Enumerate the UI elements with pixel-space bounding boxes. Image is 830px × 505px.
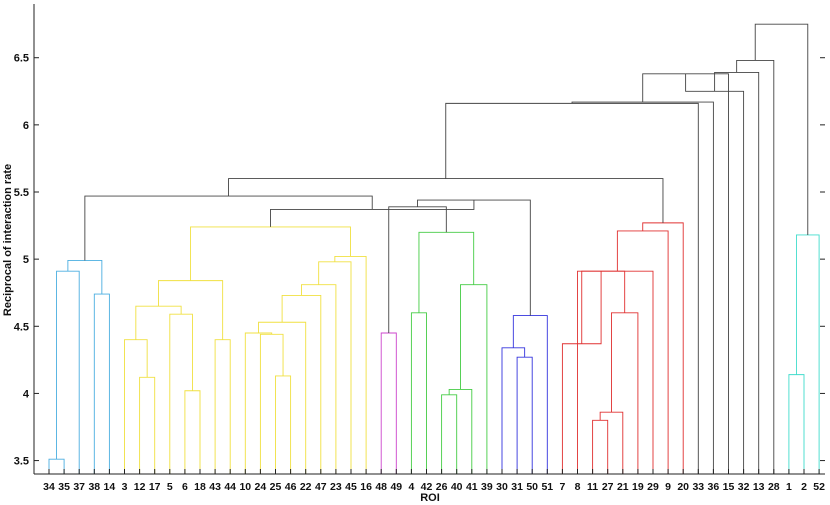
link-m47-m49	[754, 23, 809, 235]
leaf-label-49: 49	[390, 481, 402, 493]
link-m3-m31	[84, 195, 373, 261]
leaf-label-35: 35	[58, 481, 70, 493]
leaf-label-14: 14	[104, 481, 116, 493]
leaf-label-52: 52	[813, 481, 825, 493]
leaf-label-2: 2	[801, 481, 807, 493]
x-axis-leaf-labels: 34 35 37 38 14 3 12 17 5 6 18 43 44 10 24 25 46 22 47 23 45 1…	[43, 481, 825, 493]
leaf-label-18: 18	[194, 481, 206, 493]
leaf-label-12: 12	[134, 481, 146, 493]
leaf-label-8: 8	[575, 481, 581, 493]
link-m37-29	[581, 270, 654, 474]
leaf-label-33: 33	[692, 481, 704, 493]
leaf-label-44: 44	[224, 481, 236, 493]
leaf-label-42: 42	[421, 481, 433, 493]
leaf-label-45: 45	[345, 481, 357, 493]
leaf-label-39: 39	[481, 481, 493, 493]
leaf-label-5: 5	[167, 481, 173, 493]
leaf-label-26: 26	[436, 481, 448, 493]
leaf-label-13: 13	[753, 481, 765, 493]
leaf-label-10: 10	[239, 481, 251, 493]
leaf-label-38: 38	[88, 481, 100, 493]
leaf-label-23: 23	[330, 481, 342, 493]
link-m33-21	[599, 411, 624, 474]
x-axis-title: ROI	[420, 492, 440, 504]
leaf-label-25: 25	[270, 481, 282, 493]
leaf-label-24: 24	[255, 481, 267, 493]
link-m21-m24	[418, 231, 475, 313]
leaf-label-17: 17	[149, 481, 161, 493]
leaf-label-43: 43	[209, 481, 221, 493]
leaf-label-27: 27	[602, 481, 614, 493]
y-tick-label: 5	[23, 254, 29, 266]
leaf-label-19: 19	[632, 481, 644, 493]
leaf-label-51: 51	[541, 481, 553, 493]
link-1-2	[788, 374, 805, 474]
link-m39-20	[642, 222, 684, 474]
y-tick-label: 5.5	[14, 187, 29, 199]
y-tick-label: 4.5	[14, 321, 29, 333]
leaf-label-47: 47	[315, 481, 327, 493]
leaf-label-22: 22	[300, 481, 312, 493]
leaf-label-4: 4	[408, 481, 414, 493]
link-m28-51	[512, 315, 548, 474]
link-34-35	[48, 458, 65, 474]
leaf-label-21: 21	[617, 481, 629, 493]
leaf-label-6: 6	[182, 481, 188, 493]
link-m16-45	[318, 261, 352, 474]
y-tick-label: 3.5	[14, 456, 29, 468]
link-24-m11	[259, 333, 284, 474]
link-11-27	[592, 419, 609, 474]
leaf-label-32: 32	[738, 481, 750, 493]
link-6-18	[184, 390, 201, 474]
link-m0-37	[56, 270, 80, 474]
link-m42-36	[571, 101, 714, 474]
leaf-label-9: 9	[665, 481, 671, 493]
leaf-label-7: 7	[559, 481, 565, 493]
dendrogram-links	[48, 23, 820, 474]
leaf-label-20: 20	[677, 481, 689, 493]
leaf-label-50: 50	[526, 481, 538, 493]
link-m1-m2	[67, 260, 103, 295]
link-m8-m9	[158, 280, 224, 340]
y-tick-label: 6	[23, 120, 29, 132]
leaf-label-41: 41	[466, 481, 478, 493]
y-axis-title: Reciprocal of interaction rate	[2, 164, 14, 316]
leaf-label-11: 11	[587, 481, 598, 493]
leaf-label-28: 28	[768, 481, 780, 493]
leaf-label-1: 1	[786, 481, 792, 493]
leaf-label-29: 29	[647, 481, 659, 493]
leaf-label-16: 16	[360, 481, 372, 493]
leaf-label-30: 30	[496, 481, 508, 493]
link-7-m36	[561, 271, 602, 474]
plot-background	[34, 4, 825, 474]
leaf-label-15: 15	[723, 481, 735, 493]
leaf-label-48: 48	[375, 481, 387, 493]
y-tick-label: 6.5	[14, 53, 29, 65]
link-m38-9	[616, 230, 669, 474]
y-axis-ticks: 3.5 4 4.5 5 5.5 6 6.5	[14, 53, 825, 474]
leaf-label-36: 36	[708, 481, 720, 493]
leaf-label-46: 46	[285, 481, 297, 493]
link-m26-m29	[417, 199, 531, 316]
leaf-label-3: 3	[122, 481, 128, 493]
link-m5-m7	[135, 305, 182, 340]
leaf-label-40: 40	[451, 481, 463, 493]
y-tick-label: 4	[23, 388, 30, 400]
leaf-label-37: 37	[73, 481, 85, 493]
leaf-label-31: 31	[511, 481, 523, 493]
leaf-label-34: 34	[43, 481, 55, 493]
